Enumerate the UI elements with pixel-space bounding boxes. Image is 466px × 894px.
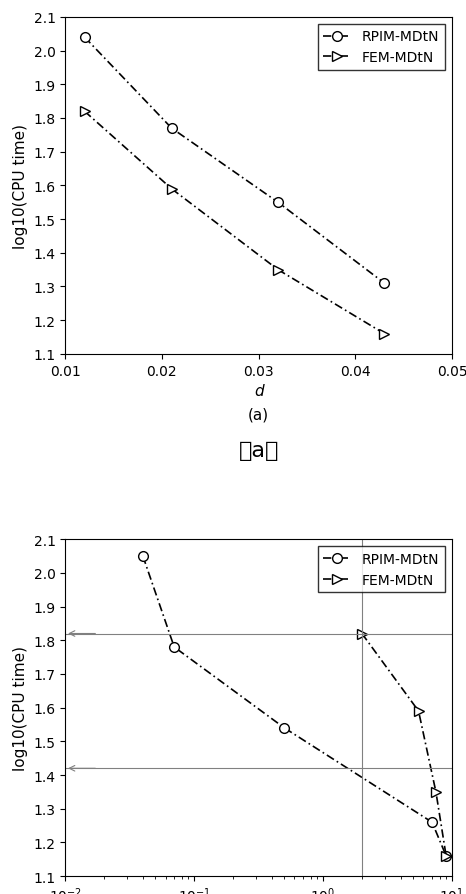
FEM-MDtN bbox=[382, 329, 387, 340]
X-axis label: d: d bbox=[254, 384, 263, 399]
RPIM-MDtN bbox=[281, 722, 287, 733]
RPIM-MDtN bbox=[275, 198, 281, 208]
FEM-MDtN bbox=[443, 850, 449, 861]
Text: (a): (a) bbox=[248, 407, 269, 422]
Y-axis label: log10(CPU time): log10(CPU time) bbox=[13, 123, 28, 249]
Line: FEM-MDtN: FEM-MDtN bbox=[80, 107, 389, 339]
RPIM-MDtN bbox=[169, 123, 174, 134]
FEM-MDtN bbox=[416, 706, 421, 717]
Text: （a）: （a） bbox=[239, 441, 279, 460]
Line: RPIM-MDtN: RPIM-MDtN bbox=[138, 552, 451, 861]
RPIM-MDtN bbox=[171, 642, 177, 653]
Line: RPIM-MDtN: RPIM-MDtN bbox=[80, 33, 389, 289]
FEM-MDtN bbox=[82, 106, 88, 117]
RPIM-MDtN bbox=[82, 33, 88, 44]
Legend: RPIM-MDtN, FEM-MDtN: RPIM-MDtN, FEM-MDtN bbox=[317, 546, 445, 593]
RPIM-MDtN bbox=[429, 817, 435, 828]
RPIM-MDtN bbox=[140, 551, 146, 561]
Legend: RPIM-MDtN, FEM-MDtN: RPIM-MDtN, FEM-MDtN bbox=[317, 25, 445, 71]
FEM-MDtN bbox=[433, 787, 439, 797]
FEM-MDtN bbox=[275, 265, 281, 275]
Line: FEM-MDtN: FEM-MDtN bbox=[357, 629, 451, 861]
RPIM-MDtN bbox=[443, 850, 449, 861]
FEM-MDtN bbox=[169, 184, 174, 195]
FEM-MDtN bbox=[359, 628, 365, 639]
Y-axis label: log10(CPU time): log10(CPU time) bbox=[13, 645, 28, 771]
RPIM-MDtN bbox=[382, 278, 387, 289]
